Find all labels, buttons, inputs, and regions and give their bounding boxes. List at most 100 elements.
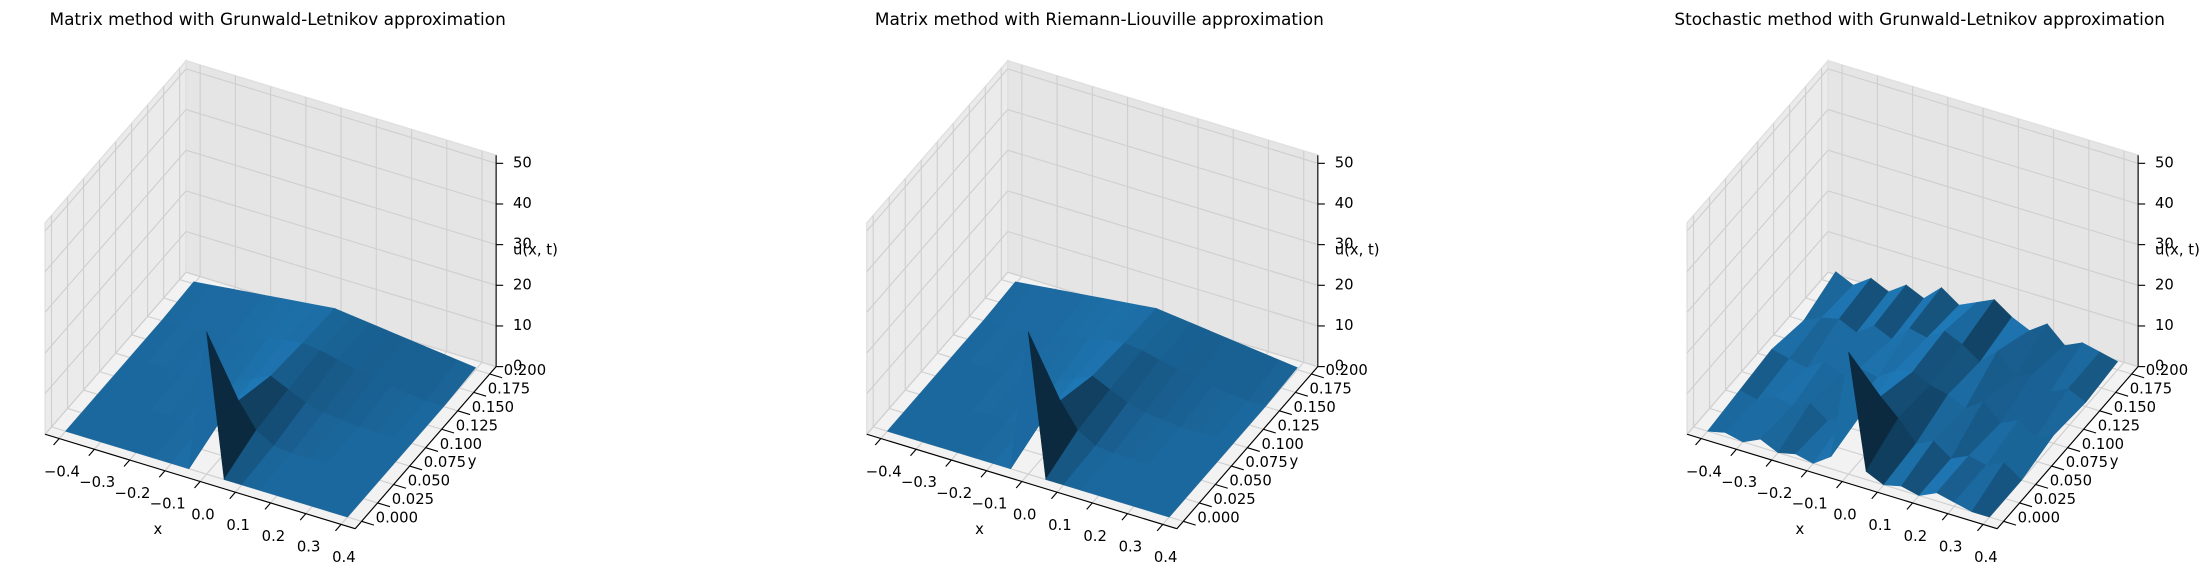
grid-line: [44, 190, 187, 354]
x-tick: [1941, 513, 1949, 521]
y-tick-label: 0.050: [2050, 473, 2092, 490]
x-tick-label: −0.1: [1792, 496, 1828, 513]
y-tick: [1231, 465, 1244, 471]
y-tick-label: 0.125: [1277, 417, 1319, 434]
y-tick: [2115, 391, 2129, 397]
grid-line: [185, 149, 497, 246]
x-tick: [1765, 459, 1773, 467]
grid-line: [1827, 149, 2139, 246]
y-tick: [2035, 483, 2049, 489]
grid-line: [1827, 190, 2139, 286]
y-tick-label: 0.100: [1261, 436, 1303, 453]
z-tick-label: 20: [2155, 276, 2174, 293]
y-tick-label: 0.200: [504, 362, 546, 379]
x-tick: [264, 502, 272, 510]
x-axis: [44, 433, 356, 530]
grid-line: [866, 109, 1009, 273]
x-tick-label: −0.1: [150, 496, 186, 513]
y-tick: [377, 502, 391, 508]
y-tick: [1247, 447, 1260, 452]
x-tick: [1156, 524, 1164, 532]
x-tick-label: −0.2: [936, 485, 972, 502]
z-axis-label: u(x, t): [513, 241, 558, 258]
x-tick-label: 0.4: [332, 549, 356, 566]
y-tick-label: 0.175: [488, 381, 530, 398]
y-tick-label: 0.200: [2146, 362, 2188, 379]
grid-line: [1827, 68, 2139, 164]
y-tick-label: 0.025: [392, 491, 434, 508]
grid-line: [185, 190, 497, 286]
y-tick: [409, 465, 423, 471]
grid-line: [185, 230, 497, 327]
y-tick: [473, 391, 487, 397]
y-tick-label: 0.175: [2130, 381, 2172, 398]
grid-line: [1007, 190, 1318, 286]
y-tick: [1215, 483, 1228, 489]
x-tick: [1695, 438, 1702, 446]
x-tick-label: −0.4: [866, 463, 902, 480]
z-tick-label: 0: [2155, 358, 2164, 375]
z-tick-label: 30: [513, 236, 532, 253]
x-tick: [980, 470, 988, 478]
x-tick: [1730, 448, 1737, 457]
y-tick: [1183, 520, 1196, 526]
x-tick: [1015, 481, 1023, 489]
z-tick-label: 40: [2155, 195, 2174, 212]
y-tick: [1311, 373, 1324, 379]
x-tick: [335, 524, 342, 532]
surface-patch: [1151, 474, 1202, 518]
y-axis: [354, 366, 497, 530]
x-tick: [194, 481, 201, 489]
grid-line: [866, 231, 1009, 394]
x-tick-label: −0.4: [1686, 463, 1722, 480]
panel: Matrix method with Grunwald-Letnikov app…: [43, 9, 558, 566]
grid-line: [1007, 68, 1318, 164]
y-tick-label: 0.150: [2114, 399, 2156, 416]
x-tick-label: −0.4: [44, 463, 80, 480]
x-tick-label: 0.4: [1154, 549, 1178, 566]
grid-line: [1007, 149, 1318, 246]
y-tick-label: 0.075: [2066, 454, 2108, 471]
x-tick-label: 0.1: [1048, 517, 1072, 534]
x-tick: [1121, 513, 1128, 521]
x-tick: [1051, 491, 1058, 500]
grid-line: [1686, 271, 1829, 435]
grid-line: [44, 68, 187, 232]
y-tick-label: 0.100: [2082, 436, 2124, 453]
z-tick-label: 40: [513, 195, 532, 212]
y-tick-label: 0.000: [376, 510, 418, 527]
y-tick-label: 0.025: [1213, 491, 1255, 508]
x-tick-label: −0.2: [1757, 485, 1793, 502]
x-tick: [123, 459, 131, 467]
y-tick-label: 0.025: [2034, 491, 2076, 508]
grid-line: [866, 149, 1009, 313]
chart-title: Stochastic method with Grunwald-Letnikov…: [1674, 9, 2165, 29]
y-tick: [457, 410, 471, 416]
z-tick-label: 50: [513, 154, 532, 171]
grid-line: [185, 109, 497, 205]
grid-line: [1686, 68, 1829, 232]
chart-title: Matrix method with Grunwald-Letnikov app…: [49, 9, 505, 29]
y-tick: [393, 483, 407, 489]
z-tick-label: 30: [1335, 236, 1354, 253]
grid-line: [1693, 426, 2004, 522]
x-tick-label: 0.0: [1013, 506, 1037, 523]
x-tick-label: 0.3: [297, 538, 321, 555]
y-tick-label: 0.150: [472, 399, 514, 416]
z-tick-label: 40: [1335, 195, 1354, 212]
grid-line: [866, 68, 1009, 232]
y-tick: [1263, 428, 1276, 434]
y-tick-label: 0.000: [2018, 510, 2060, 527]
x-tick-label: −0.1: [971, 496, 1007, 513]
grid-line: [185, 68, 497, 164]
z-tick-label: 10: [2155, 317, 2174, 334]
y-tick: [2131, 373, 2145, 379]
surface-patch: [329, 474, 381, 518]
x-tick: [1977, 524, 1984, 532]
x-tick-label: 0.1: [226, 517, 250, 534]
z-tick-label: 0: [1335, 358, 1344, 375]
x-tick: [158, 470, 166, 478]
y-axis-label: y: [468, 453, 477, 470]
y-tick: [2083, 428, 2097, 434]
